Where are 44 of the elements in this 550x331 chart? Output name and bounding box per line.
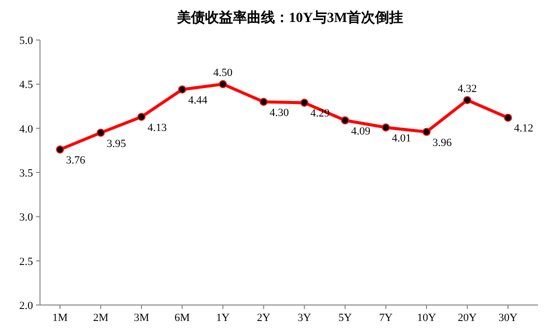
x-tick-label: 3Y <box>298 312 312 324</box>
x-tick-label: 7Y <box>379 312 393 324</box>
x-tick-label: 5Y <box>338 312 352 324</box>
y-tick-label: 3.0 <box>19 212 34 224</box>
x-tick-label: 30Y <box>498 312 518 324</box>
point <box>300 98 308 107</box>
data-label: 4.50 <box>213 67 234 80</box>
x-tick-label: 2M <box>93 312 109 324</box>
data-label: 4.12 <box>514 122 534 135</box>
y-tick-label: 2.5 <box>19 256 34 268</box>
point <box>56 146 64 154</box>
point <box>341 116 350 124</box>
data-label: 4.13 <box>147 122 168 134</box>
point <box>178 85 186 94</box>
data-label: 4.29 <box>310 108 330 120</box>
point <box>463 96 472 104</box>
x-tick-label: 3M <box>134 312 150 324</box>
data-label: 3.96 <box>432 136 452 149</box>
data-label: 4.09 <box>351 125 371 138</box>
data-label: 4.01 <box>392 132 412 144</box>
x-tick-label: 10Y <box>417 312 436 324</box>
point <box>504 114 512 122</box>
data-label: 4.30 <box>270 106 290 119</box>
x-tick-label: 20Y <box>458 312 477 324</box>
data-label: 4.44 <box>188 94 208 106</box>
x-tick-label: 1M <box>52 312 68 324</box>
x-tick-label: 2Y <box>256 312 270 324</box>
data-label: 4.32 <box>458 83 477 96</box>
y-tick-label: 5.0 <box>19 35 34 47</box>
y-tick-label: 4.0 <box>19 123 34 136</box>
y-tick-label: 3.5 <box>19 168 34 180</box>
y-tick-label: 2.0 <box>19 300 34 312</box>
point <box>260 98 268 106</box>
point <box>137 112 146 121</box>
point <box>96 128 105 137</box>
data-label: 3.76 <box>66 154 86 167</box>
point <box>422 128 431 136</box>
point <box>382 123 390 132</box>
point <box>218 80 227 88</box>
x-tick-label: 1Y <box>216 312 230 324</box>
y-tick-label: 4.5 <box>19 79 34 92</box>
data-label: 3.95 <box>106 138 126 150</box>
chart-title: 美债收益率曲线：10Y与3M首次倒挂 <box>176 9 404 26</box>
x-tick-label: 6M <box>174 312 190 324</box>
